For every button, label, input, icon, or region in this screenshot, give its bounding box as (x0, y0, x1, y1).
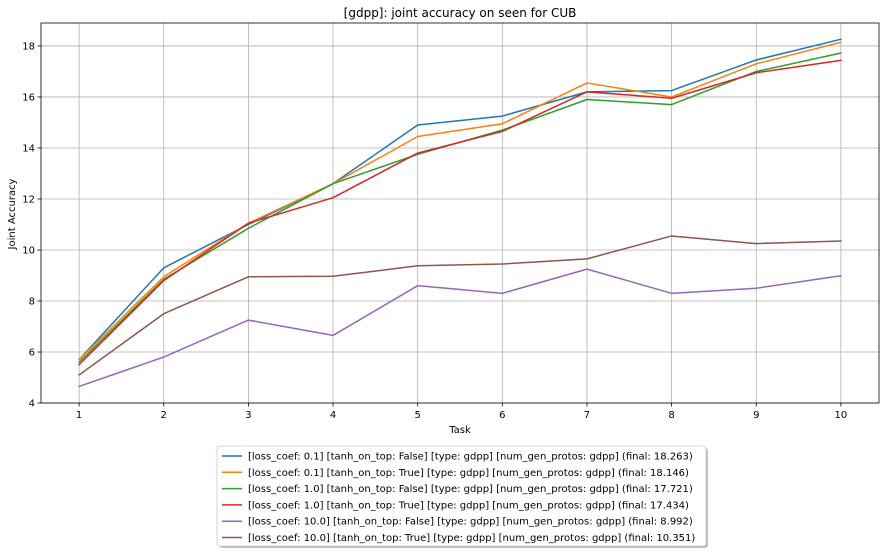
x-axis-ticks: 1 2 3 4 5 6 7 8 9 10 (76, 403, 847, 421)
y-tick-label: 4 (29, 399, 35, 410)
y-tick-label: 12 (22, 194, 35, 205)
y-tick-label: 10 (22, 245, 35, 256)
x-tick-label: 1 (76, 410, 82, 421)
x-tick-label: 8 (668, 410, 674, 421)
legend-label: [loss_coef: 0.1] [tanh_on_top: False] [t… (248, 452, 693, 463)
legend-label: [loss_coef: 1.0] [tanh_on_top: True] [ty… (248, 500, 689, 511)
x-tick-label: 3 (245, 410, 251, 421)
y-tick-label: 6 (29, 347, 35, 358)
series-line-5 (78, 268, 842, 388)
legend-label: [loss_coef: 1.0] [tanh_on_top: False] [t… (248, 484, 693, 495)
x-tick-label: 5 (414, 410, 420, 421)
y-axis-ticks: 4 6 8 10 12 14 16 18 (22, 41, 41, 410)
series-line-4 (78, 59, 842, 366)
legend: [loss_coef: 0.1] [tanh_on_top: False] [t… (216, 445, 708, 548)
chart-title: [gdpp]: joint accuracy on seen for CUB (344, 6, 577, 20)
x-tick-label: 4 (330, 410, 336, 421)
y-axis-title: Joint Accuracy (7, 178, 18, 250)
x-tick-label: 9 (753, 410, 759, 421)
series-line-6 (78, 235, 842, 376)
series-line-1 (78, 38, 842, 361)
y-tick-label: 8 (29, 296, 35, 307)
y-tick-label: 14 (22, 143, 35, 154)
legend-label: [loss_coef: 10.0] [tanh_on_top: True] [t… (248, 533, 695, 544)
legend-label: [loss_coef: 10.0] [tanh_on_top: False] [… (248, 517, 693, 528)
y-tick-label: 18 (22, 41, 35, 52)
x-tick-label: 7 (584, 410, 590, 421)
x-tick-label: 2 (161, 410, 167, 421)
series-line-2 (78, 41, 842, 361)
y-tick-label: 16 (22, 92, 35, 103)
grid (41, 23, 879, 404)
series-line-3 (78, 52, 842, 364)
x-axis-title: Task (448, 425, 471, 436)
series-lines (78, 38, 842, 388)
legend-box (216, 445, 707, 547)
x-tick-label: 10 (835, 410, 848, 421)
x-tick-label: 6 (499, 410, 505, 421)
legend-label: [loss_coef: 0.1] [tanh_on_top: True] [ty… (248, 468, 689, 479)
plot-frame (40, 22, 880, 404)
